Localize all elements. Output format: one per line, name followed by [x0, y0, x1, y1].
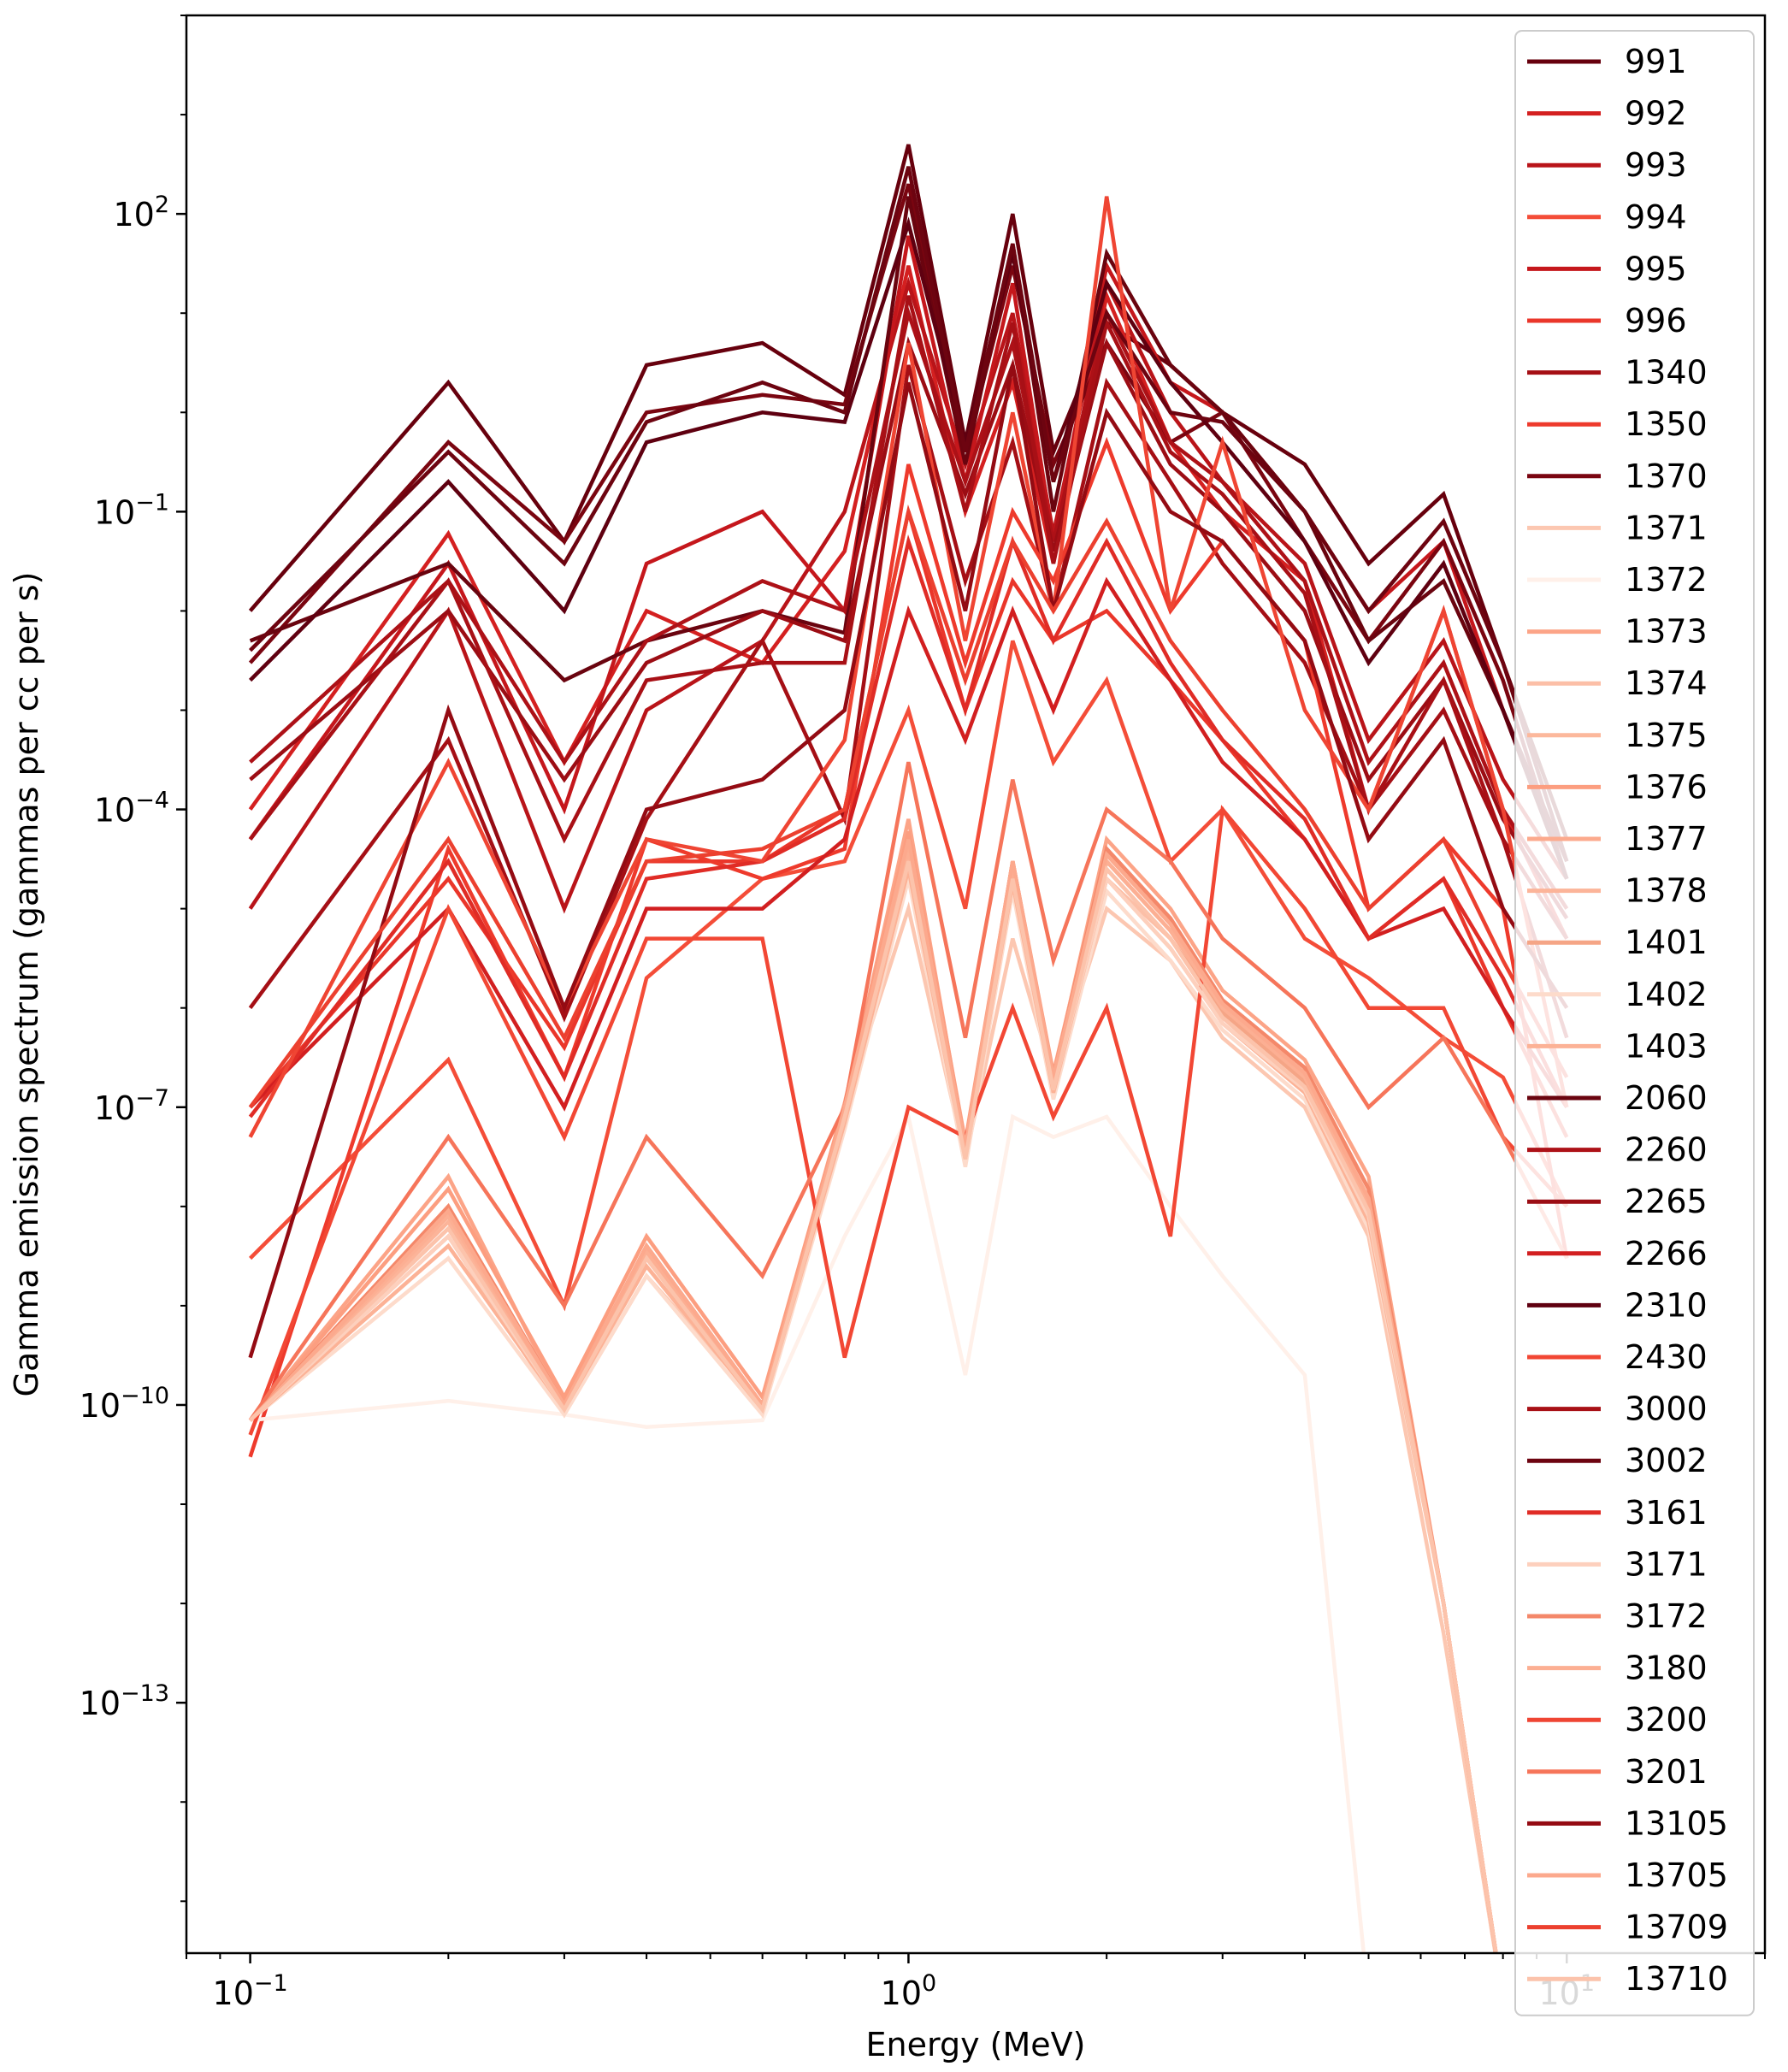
legend-entry-label: 996 [1625, 302, 1687, 339]
y-tick-label: 10−4 [94, 788, 169, 829]
series-line-994 [249, 640, 1569, 1312]
legend-entry-label: 2260 [1625, 1131, 1708, 1169]
legend-entry-label: 3171 [1625, 1545, 1708, 1583]
series-line-13709 [248, 504, 1569, 1109]
legend-entry-label: 1375 [1625, 717, 1708, 754]
series-line-13105 [248, 364, 1569, 1359]
legend-entry-label: 1401 [1625, 924, 1708, 961]
y-tick-base: 10 [94, 493, 135, 531]
series-line-3161 [248, 534, 1569, 1119]
legend-entry-label: 2266 [1625, 1235, 1708, 1272]
series-line-991 [248, 144, 1569, 841]
legend-entry-label: 2310 [1625, 1286, 1708, 1324]
y-tick-exponent: −1 [135, 489, 169, 516]
series-line-3201 [248, 761, 1569, 1422]
legend-entry-label: 991 [1625, 43, 1687, 80]
y-tick-exponent: −7 [135, 1085, 169, 1112]
y-tick-base: 10 [94, 1089, 135, 1127]
series-line-995 [248, 235, 1569, 880]
y-tick-exponent: 2 [155, 192, 169, 218]
x-tick-label: 10−1 [213, 1970, 288, 2012]
legend-entry-label: 13709 [1625, 1909, 1728, 1946]
legend-entry-label: 994 [1625, 198, 1687, 236]
legend-entry-label: 3161 [1625, 1494, 1708, 1532]
series-line-2265 [249, 336, 1569, 920]
series-line-3200 [248, 196, 1569, 1138]
legend-entry-label: 2430 [1625, 1338, 1708, 1376]
x-tick-label: 100 [881, 1970, 937, 2012]
y-tick-label: 102 [113, 192, 169, 233]
series-line-3000 [248, 295, 1569, 940]
series-line-1372 [250, 1111, 1366, 1953]
y-tick-base: 10 [80, 1387, 121, 1425]
y-tick-label: 10−13 [80, 1680, 169, 1722]
y-axis-label: Gamma emission spectrum (gammas per cc p… [8, 572, 45, 1397]
y-tick-base: 10 [94, 792, 135, 829]
legend-entry-label: 3172 [1625, 1597, 1708, 1635]
legend-entry-label: 1340 [1625, 354, 1708, 392]
legend-entry-label: 13705 [1625, 1857, 1728, 1894]
legend-entry-label: 3180 [1625, 1650, 1708, 1687]
legend-entry-label: 3000 [1625, 1390, 1708, 1428]
legend-entry-label: 1378 [1625, 872, 1708, 910]
legend-entry-label: 1374 [1625, 664, 1708, 702]
series-line-3002 [249, 166, 1569, 862]
x-tick-base: 10 [213, 1975, 254, 2012]
legend-entry-label: 1370 [1625, 457, 1708, 495]
legend-entry-label: 3201 [1625, 1753, 1708, 1791]
series-layer [248, 144, 1569, 1953]
legend-entry-label: 1377 [1625, 820, 1708, 858]
plot-frame [185, 14, 1767, 1955]
legend: 991 992 993 994 995 996 1340 1350 1370 1371 1372 13… [1514, 30, 1755, 2016]
legend-entry-label: 1373 [1625, 613, 1708, 651]
x-tick-exponent: 0 [922, 1970, 936, 1997]
y-tick-label: 10−1 [94, 489, 169, 531]
legend-entry-label: 993 [1625, 146, 1687, 184]
y-tick-base: 10 [113, 196, 154, 233]
legend-entry-label: 1371 [1625, 509, 1708, 546]
y-tick-exponent: −13 [121, 1680, 169, 1707]
series-line-2430 [248, 805, 1568, 1436]
series-line-2266 [249, 576, 1569, 1112]
legend-entry-label: 2060 [1625, 1079, 1708, 1117]
y-tick-exponent: −10 [121, 1383, 169, 1409]
y-tick-label: 10−7 [94, 1085, 169, 1127]
legend-entry-label: 13710 [1625, 1960, 1728, 1998]
y-tick-label: 10−10 [80, 1383, 169, 1425]
y-tick-exponent: −4 [135, 788, 169, 814]
x-axis-label: Energy (MeV) [866, 2026, 1086, 2063]
y-tick-base: 10 [80, 1685, 121, 1722]
legend-entry-label: 995 [1625, 250, 1687, 287]
legend-entry-label: 3200 [1625, 1701, 1708, 1738]
x-tick-exponent: −1 [254, 1970, 288, 1997]
legend-entry-label: 3002 [1625, 1442, 1708, 1479]
legend-entry-label: 1350 [1625, 405, 1708, 443]
series-line-13705 [248, 838, 1498, 1953]
legend-entry-label: 1376 [1625, 768, 1708, 806]
legend-entry-label: 1372 [1625, 561, 1708, 599]
legend-entry-label: 1403 [1625, 1027, 1708, 1065]
series-line-1340 [248, 364, 1569, 1039]
legend-entry-label: 1402 [1625, 976, 1708, 1013]
legend-entry-label: 992 [1625, 95, 1687, 133]
x-tick-base: 10 [881, 1975, 922, 2012]
legend-entry-label: 13105 [1625, 1804, 1728, 1842]
legend-entry-label: 2265 [1625, 1183, 1708, 1220]
series-line-13710 [249, 860, 1498, 1953]
